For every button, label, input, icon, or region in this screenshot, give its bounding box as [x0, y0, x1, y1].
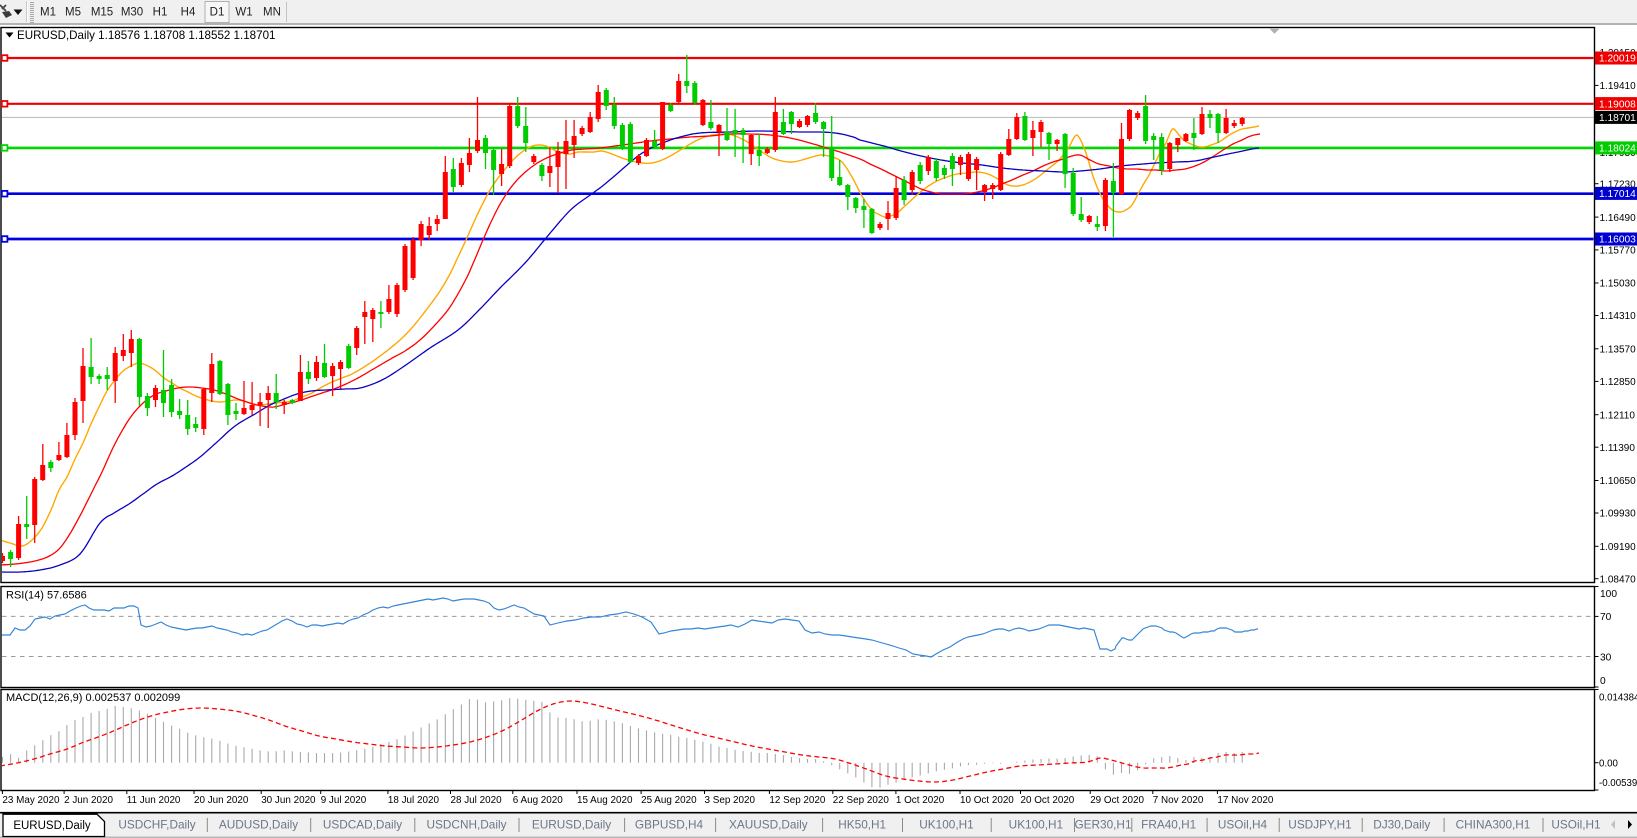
svg-text:3 Sep 2020: 3 Sep 2020	[705, 795, 756, 806]
svg-text:1.10650: 1.10650	[1600, 476, 1637, 487]
svg-text:20 Oct 2020: 20 Oct 2020	[1021, 795, 1075, 806]
svg-text:6 Aug 2020: 6 Aug 2020	[513, 795, 563, 806]
svg-text:1.15770: 1.15770	[1600, 246, 1637, 257]
svg-text:GBPUSD,H4: GBPUSD,H4	[635, 818, 704, 832]
svg-text:UK100,H1: UK100,H1	[919, 818, 973, 832]
svg-text:1.17230: 1.17230	[1600, 179, 1637, 190]
svg-text:23 May 2020: 23 May 2020	[2, 795, 60, 806]
svg-text:AUDUSD,Daily: AUDUSD,Daily	[219, 818, 298, 832]
svg-text:EURUSD,Daily 1.18576 1.18708: EURUSD,Daily 1.18576 1.18708 1.18552 1.1…	[17, 29, 275, 42]
svg-text:GER30,H1: GER30,H1	[1074, 818, 1131, 832]
svg-text:30: 30	[1600, 652, 1612, 663]
svg-text:W1: W1	[235, 7, 252, 19]
svg-text:25 Aug 2020: 25 Aug 2020	[641, 795, 697, 806]
svg-text:28 Jul 2020: 28 Jul 2020	[451, 795, 503, 806]
svg-text:DJ30,Daily: DJ30,Daily	[1373, 818, 1430, 832]
svg-text:9 Jul 2020: 9 Jul 2020	[321, 795, 367, 806]
svg-text:MN: MN	[263, 7, 281, 19]
svg-text:1.08470: 1.08470	[1600, 574, 1637, 585]
svg-text:USOil,H1: USOil,H1	[1551, 818, 1600, 832]
svg-text:1.19410: 1.19410	[1600, 81, 1637, 92]
svg-text:70: 70	[1600, 612, 1612, 623]
svg-text:EURUSD,Daily: EURUSD,Daily	[532, 818, 611, 832]
svg-text:10 Oct 2020: 10 Oct 2020	[960, 795, 1014, 806]
svg-text:15 Aug 2020: 15 Aug 2020	[577, 795, 633, 806]
svg-text:RSI(14) 57.6586: RSI(14) 57.6586	[6, 590, 87, 602]
svg-text:11 Jun 2020: 11 Jun 2020	[127, 795, 181, 806]
svg-text:1.13570: 1.13570	[1600, 345, 1637, 356]
svg-text:29 Oct 2020: 29 Oct 2020	[1090, 795, 1144, 806]
svg-text:1.11390: 1.11390	[1600, 443, 1636, 454]
svg-text:22 Sep 2020: 22 Sep 2020	[833, 795, 890, 806]
svg-text:18 Jul 2020: 18 Jul 2020	[388, 795, 440, 806]
svg-text:M15: M15	[91, 7, 113, 19]
svg-text:M5: M5	[65, 7, 81, 19]
svg-text:1.17014: 1.17014	[1599, 189, 1636, 200]
svg-text:EURUSD,Daily: EURUSD,Daily	[13, 820, 91, 832]
svg-text:HK50,H1: HK50,H1	[838, 818, 886, 832]
svg-text:1.16003: 1.16003	[1599, 235, 1636, 246]
svg-text:H4: H4	[181, 7, 196, 19]
svg-text:USDJPY,H1: USDJPY,H1	[1288, 818, 1351, 832]
svg-text:1.16490: 1.16490	[1600, 213, 1637, 224]
svg-text:1.09930: 1.09930	[1600, 509, 1637, 520]
svg-text:UK100,H1: UK100,H1	[1009, 818, 1063, 832]
svg-text:MACD(12,26,9) 0.002537 0.00209: MACD(12,26,9) 0.002537 0.002099	[6, 692, 180, 704]
svg-text:7 Nov 2020: 7 Nov 2020	[1153, 795, 1204, 806]
svg-text:100: 100	[1600, 589, 1617, 600]
svg-text:USOil,H4: USOil,H4	[1218, 818, 1268, 832]
svg-text:0.00: 0.00	[1599, 758, 1618, 769]
svg-text:H1: H1	[153, 7, 168, 19]
svg-text:1.12850: 1.12850	[1600, 377, 1637, 388]
svg-text:FRA40,H1: FRA40,H1	[1141, 818, 1196, 832]
svg-text:2 Jun 2020: 2 Jun 2020	[64, 795, 113, 806]
svg-text:D1: D1	[210, 7, 225, 19]
svg-text:1.19008: 1.19008	[1599, 99, 1636, 110]
svg-text:20 Jun 2020: 20 Jun 2020	[194, 795, 249, 806]
svg-text:1.18701: 1.18701	[1599, 113, 1636, 124]
svg-text:USDCAD,Daily: USDCAD,Daily	[323, 818, 402, 832]
svg-text:USDCNH,Daily: USDCNH,Daily	[427, 818, 507, 832]
svg-text:30 Jun 2020: 30 Jun 2020	[261, 795, 316, 806]
svg-text:0.014384: 0.014384	[1599, 693, 1637, 704]
svg-text:1.15030: 1.15030	[1600, 279, 1637, 290]
svg-text:1.20019: 1.20019	[1599, 54, 1636, 65]
svg-text:0: 0	[1600, 676, 1606, 687]
svg-text:CHINA300,H1: CHINA300,H1	[1456, 818, 1531, 832]
svg-text:1.12110: 1.12110	[1600, 410, 1636, 421]
svg-text:12 Sep 2020: 12 Sep 2020	[769, 795, 826, 806]
svg-text:1.14310: 1.14310	[1600, 311, 1637, 322]
svg-text:M1: M1	[40, 7, 56, 19]
svg-text:XAUUSD,Daily: XAUUSD,Daily	[729, 818, 808, 832]
svg-text:1.18024: 1.18024	[1599, 144, 1636, 155]
svg-text:1 Oct 2020: 1 Oct 2020	[896, 795, 945, 806]
svg-text:M30: M30	[121, 7, 143, 19]
svg-text:USDCHF,Daily: USDCHF,Daily	[118, 818, 195, 832]
svg-text:1.09190: 1.09190	[1600, 542, 1637, 553]
svg-text:17 Nov 2020: 17 Nov 2020	[1217, 795, 1274, 806]
svg-text:-0.005396: -0.005396	[1599, 778, 1637, 789]
